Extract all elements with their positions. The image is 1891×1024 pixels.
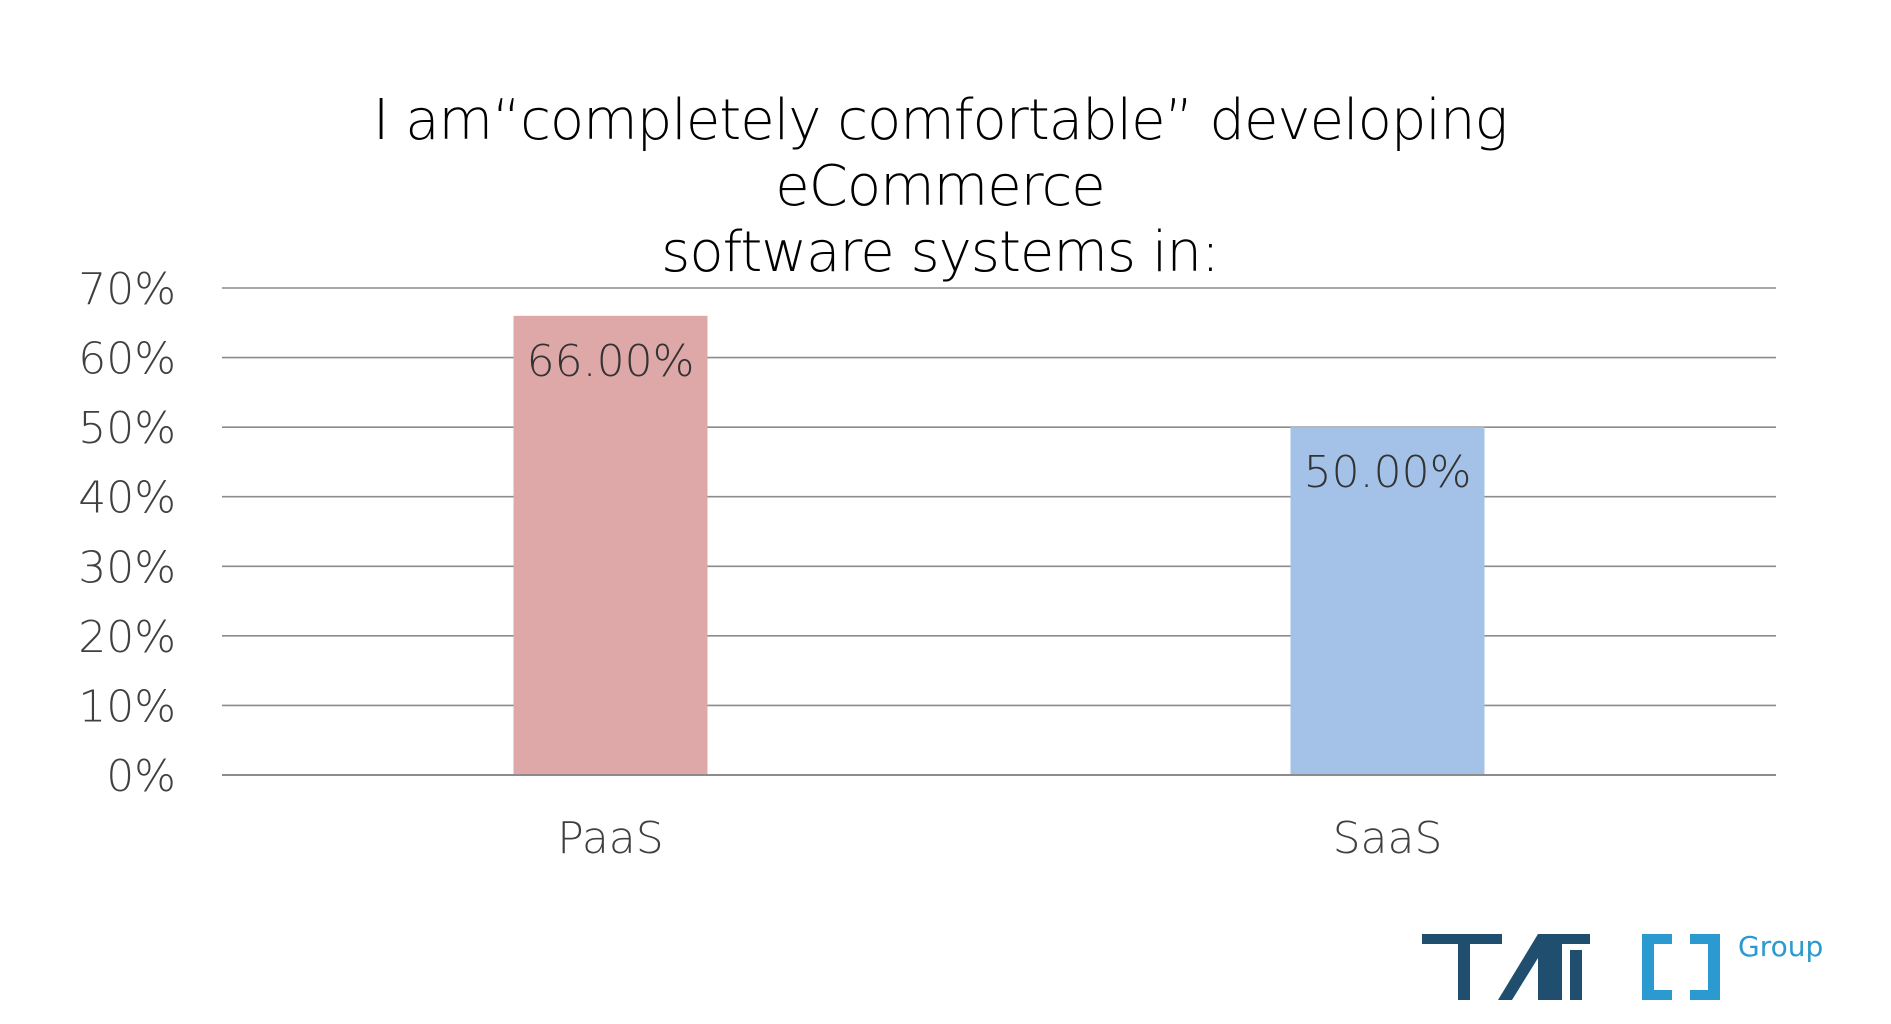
chart-title: I am“completely comfortable” developing … [200,88,1680,286]
y-tick-label: 70% [78,264,176,315]
y-tick-label: 10% [78,681,176,732]
y-tick-label: 20% [78,612,176,663]
bar-saas [1290,427,1485,775]
x-tick-label-saas: SaaS [1333,813,1443,864]
x-tick-label-paas: PaaS [557,813,663,864]
logo-subtext: Group [1738,930,1823,963]
y-tick-label: 50% [78,403,176,454]
chart-title-line-2: software systems in: [661,220,1220,285]
data-label-saas: 50.00% [1304,447,1472,498]
data-label-paas: 66.00% [527,336,695,387]
logo-mark [1422,934,1720,1000]
tmc-group-logo: Group [1422,930,1823,1000]
chart-title-line-1: I am“completely comfortable” developing … [372,88,1508,219]
y-tick-label: 30% [78,542,176,593]
y-tick-label: 60% [78,334,176,385]
y-tick-label: 0% [106,751,176,802]
bar-paas [513,315,708,775]
y-tick-label: 40% [78,473,176,524]
